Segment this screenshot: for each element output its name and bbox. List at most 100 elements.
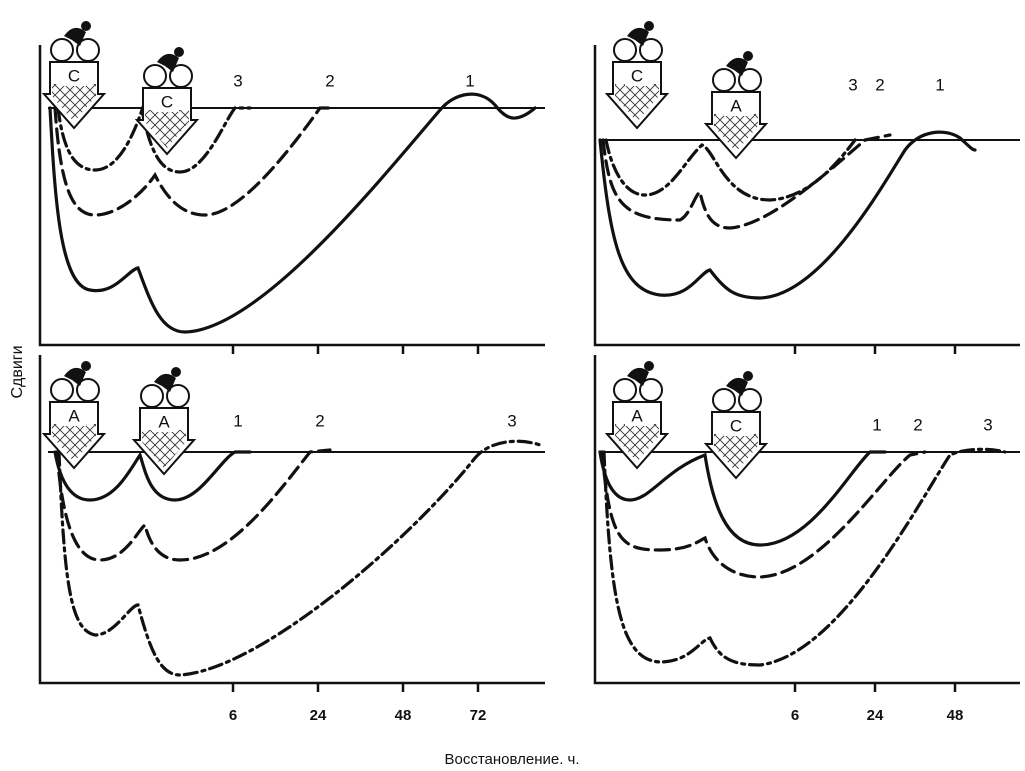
rider (627, 367, 649, 386)
badge-label-bg (62, 406, 86, 426)
exercise-badge: C (134, 47, 200, 156)
badge-letter: A (631, 406, 643, 425)
x-tick-label: 24 (867, 707, 884, 724)
curve-label: 2 (913, 415, 922, 434)
exercise-badge: A (703, 51, 769, 160)
wheel (166, 384, 190, 408)
rider-head (644, 361, 654, 371)
axis (593, 45, 1020, 347)
badge-label-bg (62, 66, 86, 86)
curve-label: 2 (325, 71, 334, 90)
badge-hatch (145, 110, 189, 148)
badge-letter: C (631, 66, 643, 85)
curve (53, 450, 252, 502)
wheel (712, 388, 736, 412)
curve-label: 3 (983, 415, 992, 434)
axis (38, 355, 545, 685)
curve-label: 3 (233, 71, 242, 90)
x-tick-label: 48 (395, 707, 412, 724)
curve-label: 2 (315, 411, 324, 430)
curve-label: 1 (465, 71, 474, 90)
rider (726, 57, 748, 76)
wheel (613, 378, 637, 402)
wheel (169, 64, 193, 88)
curve (601, 133, 892, 230)
exercise-badge: C (604, 21, 670, 130)
rider (64, 367, 86, 386)
curve-label: 1 (935, 75, 944, 94)
exercise-badge: A (604, 361, 670, 470)
rider-head (81, 21, 91, 31)
rider (154, 373, 176, 392)
curve-label: 1 (233, 411, 242, 430)
curve (53, 106, 337, 217)
badge-hatch (714, 114, 758, 152)
rider (64, 27, 86, 46)
exercise-badge: A (41, 361, 107, 470)
badge-letter: C (161, 92, 173, 111)
x-axis-label: Восстановление. ч. (444, 751, 579, 768)
rider-head (743, 51, 753, 61)
exercise-badge: C (703, 371, 769, 480)
rider (157, 53, 179, 72)
exercise-badge: A (131, 367, 197, 476)
curve (602, 447, 1007, 667)
axis (38, 45, 545, 347)
curve-label: 2 (875, 75, 884, 94)
wheel (712, 68, 736, 92)
badge-hatch (142, 430, 186, 468)
x-tick-label: 48 (947, 707, 964, 724)
curve (600, 450, 927, 579)
curve-label: 3 (507, 411, 516, 430)
wheel (76, 38, 100, 62)
badge-letter: C (730, 416, 742, 435)
x-tick-label: 72 (470, 707, 487, 724)
badge-hatch (615, 84, 659, 122)
wheel (50, 38, 74, 62)
curve (604, 138, 857, 202)
rider-head (174, 47, 184, 57)
rider-head (81, 361, 91, 371)
tick-marks (231, 683, 957, 692)
badge-hatch (615, 424, 659, 462)
wheel (613, 38, 637, 62)
y-axis-label: Сдвиги (9, 345, 26, 398)
wheel (143, 64, 167, 88)
curve (55, 448, 332, 562)
rider (726, 377, 748, 396)
curve (598, 130, 977, 300)
rider-head (171, 367, 181, 377)
x-tick-label: 6 (791, 707, 799, 724)
badge-hatch (52, 424, 96, 462)
exercise-badge: C (41, 21, 107, 130)
axis (593, 355, 1020, 685)
wheel (738, 388, 762, 412)
rider-head (644, 21, 654, 31)
curve-label: 3 (848, 75, 857, 94)
x-tick-label: 6 (229, 707, 237, 724)
wheel (140, 384, 164, 408)
badge-letter: A (68, 406, 80, 425)
wheel (639, 38, 663, 62)
badge-label-bg (724, 96, 748, 116)
wheel (738, 68, 762, 92)
badge-label-bg (155, 92, 179, 112)
tick-marks (231, 345, 957, 354)
curve (57, 439, 542, 677)
axes (38, 45, 1020, 692)
badge-letter: C (68, 66, 80, 85)
wheel (639, 378, 663, 402)
badge-letter: A (158, 412, 170, 431)
rider-head (743, 371, 753, 381)
badge-label-bg (724, 416, 748, 436)
badge-hatch (714, 434, 758, 472)
badge-label-bg (152, 412, 176, 432)
badge-label-bg (625, 406, 649, 426)
rider (627, 27, 649, 46)
badge-letter: A (730, 96, 742, 115)
wheel (76, 378, 100, 402)
curve-label: 1 (872, 415, 881, 434)
curves (48, 92, 1007, 677)
